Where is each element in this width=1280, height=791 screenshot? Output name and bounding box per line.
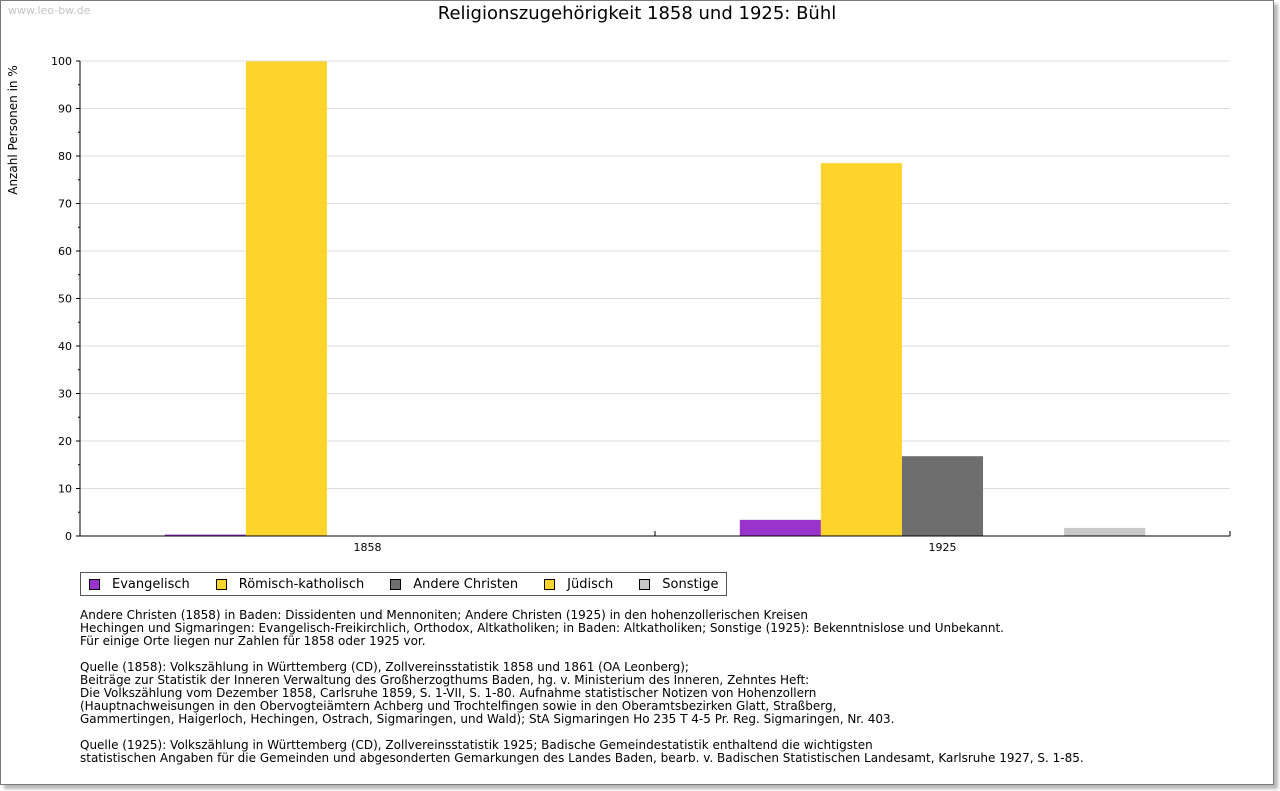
y-tick-label: 90 — [58, 103, 72, 116]
note-line: Beiträge zur Statistik der Inneren Verwa… — [80, 673, 810, 687]
legend-swatch — [544, 578, 556, 590]
y-tick-label: 80 — [58, 150, 72, 163]
legend-item: Jüdisch — [544, 577, 613, 592]
legend-item: Römisch-katholisch — [215, 576, 365, 592]
chart-title: Religionszugehörigkeit 1858 und 1925: Bü… — [437, 3, 837, 24]
note-line: Quelle (1925): Volkszählung in Württembe… — [80, 738, 873, 752]
note-line: Für einige Orte liegen nur Zahlen für 18… — [80, 634, 426, 648]
y-tick-label: 100 — [51, 55, 72, 68]
y-tick-label: 40 — [58, 340, 72, 353]
y-tick-label: 50 — [58, 293, 72, 306]
x-tick-label: 1925 — [929, 541, 957, 554]
bar — [245, 61, 327, 536]
legend-swatch — [89, 578, 100, 590]
legend: Evangelisch Römisch-katholisch Andere Chri… — [80, 572, 728, 596]
legend-swatch — [639, 578, 651, 590]
bar — [1064, 527, 1146, 536]
bar — [901, 456, 984, 536]
note-line: Die Volkszählung vom Dezember 1858, Carl… — [80, 686, 817, 700]
legend-label: Evangelisch — [112, 576, 190, 592]
legend-label: Römisch-katholisch — [238, 576, 365, 592]
y-tick-label: 70 — [58, 198, 72, 211]
x-tick-label: 1858 — [354, 541, 382, 554]
y-tick-label: 30 — [58, 388, 72, 401]
note-line: Hechingen und Sigmaringen: Evangelisch-F… — [80, 621, 1004, 635]
y-tick-label: 60 — [58, 245, 72, 258]
plot-area: 0 10 20 30 40 50 60 70 80 90 100 1858 1925 — [51, 55, 1231, 554]
y-tick-label: 20 — [58, 435, 72, 448]
bar — [739, 519, 821, 536]
legend-label: Jüdisch — [567, 576, 614, 592]
note-line: statistischen Angaben für die Gemeinden … — [80, 751, 1084, 765]
bar — [820, 163, 902, 536]
legend-label: Andere Christen — [413, 576, 519, 592]
note-line: Gammertingen, Haigerloch, Hechingen, Ost… — [80, 712, 895, 726]
y-tick-label: 10 — [58, 483, 72, 496]
legend-label: Sonstige — [662, 576, 719, 592]
note-line: Quelle (1858): Volkszählung in Württembe… — [80, 660, 689, 674]
legend-item: Andere Christen — [390, 577, 518, 592]
bar — [164, 534, 246, 536]
watermark: www.leo-bw.de — [8, 4, 91, 17]
y-tick-label: 0 — [65, 530, 72, 543]
legend-item: Evangelisch — [89, 577, 190, 592]
notes: Andere Christen (1858) in Baden: Disside… — [80, 609, 1260, 765]
note-line: (Hauptnachweisungen in den Obervogteiämt… — [80, 699, 837, 713]
legend-swatch — [215, 578, 227, 590]
note-line: Andere Christen (1858) in Baden: Disside… — [80, 608, 808, 622]
legend-swatch — [390, 578, 402, 590]
legend-item: Sonstige — [639, 577, 718, 592]
